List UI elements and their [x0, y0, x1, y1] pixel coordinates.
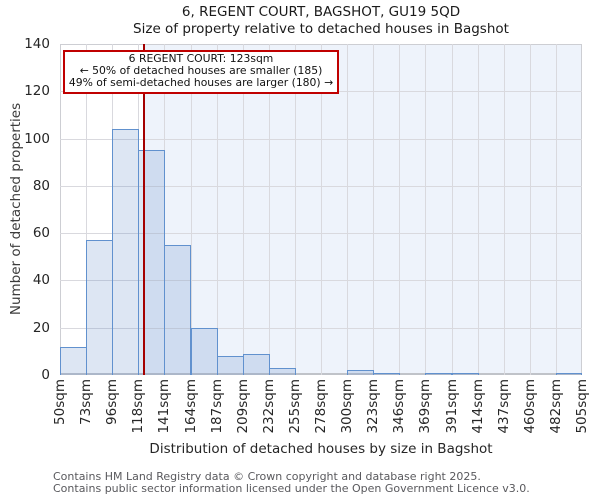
x-tick-label: 323sqm [365, 379, 382, 434]
histogram-bar-96sqm [112, 129, 140, 375]
vertical-gridline [425, 44, 427, 375]
vertical-gridline [529, 44, 531, 375]
x-tick-label: 141sqm [156, 379, 173, 434]
y-tick-label: 40 [32, 272, 50, 289]
histogram-bar-232sqm [268, 367, 296, 375]
plot-area: 6 REGENT COURT: 123sqm ← 50% of detached… [60, 44, 582, 375]
x-tick-label: 164sqm [182, 379, 199, 434]
x-tick-label: 118sqm [130, 379, 147, 434]
y-tick-label: 80 [32, 177, 50, 194]
histogram-bar-482sqm [555, 372, 582, 375]
horizontal-gridline [60, 185, 582, 187]
x-tick-label: 300sqm [339, 379, 356, 434]
y-tick-label: 120 [24, 83, 50, 100]
vertical-gridline [216, 44, 218, 375]
histogram-bar-164sqm [190, 327, 218, 375]
vertical-gridline [555, 44, 557, 375]
histogram-bar-50sqm [60, 346, 88, 375]
annotation-line-2: ← 50% of detached houses are smaller (18… [79, 64, 323, 78]
horizontal-gridline [60, 233, 582, 235]
x-tick-label: 232sqm [260, 379, 277, 434]
histogram-bar-369sqm [425, 372, 453, 375]
vertical-gridline [321, 44, 322, 375]
x-tick-label: 346sqm [391, 379, 408, 434]
histogram-bar-323sqm [373, 372, 401, 375]
vertical-gridline [294, 44, 296, 375]
x-tick-label: 73sqm [78, 379, 95, 425]
vertical-gridline [190, 44, 192, 375]
vertical-gridline [373, 44, 375, 375]
footer-line-2: Contains public sector information licen… [53, 482, 530, 496]
annotation-box: 6 REGENT COURT: 123sqm ← 50% of detached… [63, 50, 339, 94]
x-tick-label: 96sqm [104, 379, 121, 425]
vertical-gridline [477, 44, 479, 375]
annotation-line-1: 6 REGENT COURT: 123sqm [128, 52, 274, 65]
y-tick-label: 0 [41, 367, 50, 383]
histogram-bar-141sqm [164, 244, 192, 375]
x-tick-label: 482sqm [547, 379, 564, 434]
horizontal-gridline [60, 280, 582, 282]
vertical-gridline [451, 44, 453, 375]
y-tick-label: 140 [24, 36, 50, 52]
x-tick-label: 278sqm [313, 379, 329, 434]
y-tick-label: 100 [24, 130, 50, 147]
x-tick-label: 460sqm [521, 379, 538, 434]
x-tick-label: 187sqm [208, 379, 225, 434]
horizontal-gridline [60, 138, 582, 140]
x-tick-label: 437sqm [495, 379, 512, 434]
vertical-gridline [347, 44, 349, 375]
footer-line-1: Contains HM Land Registry data © Crown c… [53, 470, 481, 483]
vertical-gridline [86, 44, 88, 375]
vertical-gridline [399, 44, 401, 375]
property-size-marker-line [142, 44, 145, 375]
annotation-line-3: 49% of semi-detached houses are larger (… [68, 76, 334, 90]
histogram-bar-73sqm [86, 240, 114, 375]
x-tick-label: 505sqm [574, 379, 590, 434]
histogram-bar-209sqm [242, 353, 270, 375]
histogram-bar-187sqm [216, 356, 244, 375]
x-tick-label: 255sqm [286, 379, 303, 434]
chart-title: 6, REGENT COURT, BAGSHOT, GU19 5QD [181, 4, 461, 20]
y-tick-label: 20 [32, 319, 50, 336]
y-tick-label: 60 [32, 225, 50, 242]
histogram-bar-300sqm [347, 370, 375, 375]
vertical-gridline [503, 44, 505, 375]
horizontal-gridline [60, 327, 582, 329]
x-tick-label: 391sqm [443, 379, 460, 434]
x-tick-label: 50sqm [52, 379, 68, 425]
histogram-bar-391sqm [451, 372, 479, 375]
footer: Contains HM Land Registry data © Crown c… [53, 470, 530, 496]
larger-than-marker-shade [143, 44, 582, 375]
x-tick-label: 209sqm [234, 379, 251, 434]
vertical-gridline [242, 44, 244, 375]
x-axis-label: Distribution of detached houses by size … [149, 441, 493, 457]
x-tick-label: 369sqm [417, 379, 434, 434]
chart-subtitle: Size of property relative to detached ho… [133, 21, 509, 37]
vertical-gridline [268, 44, 270, 375]
x-tick-label: 414sqm [469, 379, 486, 434]
